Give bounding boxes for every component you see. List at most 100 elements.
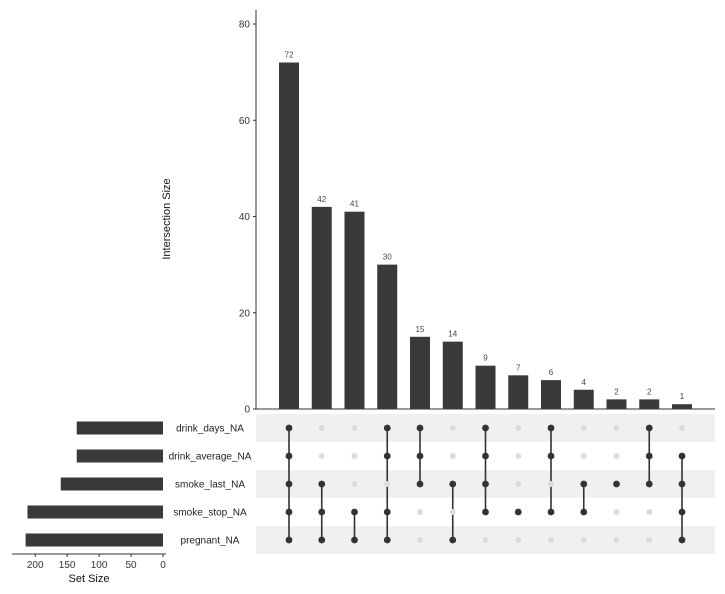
matrix-dot-inactive (449, 509, 456, 515)
matrix-dot-active (580, 480, 588, 488)
set-size-bars (25, 421, 163, 547)
matrix-dot-inactive (515, 453, 522, 459)
set-size-tick-label: 50 (125, 560, 137, 571)
set-labels: drink_days_NA drink_average_NA smoke_last_… (169, 424, 252, 547)
matrix-dot-inactive (449, 453, 456, 459)
matrix-dot-active (514, 508, 522, 516)
intersection-bar-label: 2 (647, 387, 652, 396)
intersection-bar-label: 72 (285, 51, 294, 60)
matrix-dot-active (285, 452, 293, 460)
matrix-dot-active (285, 480, 293, 488)
matrix-dot-active (285, 508, 293, 516)
intersection-bar (410, 336, 430, 409)
y-axis-title: Intersection Size (161, 178, 173, 259)
intersection-bar (475, 365, 496, 409)
intersection-bar (573, 389, 594, 409)
matrix-dot-inactive (318, 453, 325, 459)
matrix-dot-active (645, 480, 653, 488)
matrix-dot-inactive (613, 453, 620, 459)
set-size-bar (76, 449, 163, 463)
intersection-bar-label: 14 (448, 330, 457, 339)
set-size-bar (60, 477, 163, 491)
matrix-dot-active (613, 480, 620, 488)
set-label: drink_days_NA (176, 424, 244, 435)
matrix-dot-inactive (613, 537, 620, 543)
matrix-dot-active (482, 508, 489, 516)
matrix-dot-active (678, 452, 686, 460)
matrix-dot-active (645, 452, 653, 460)
intersection-bar (311, 206, 332, 409)
intersection-bar-label: 1 (680, 392, 685, 401)
matrix-dot-inactive (548, 537, 554, 543)
intersection-bar (672, 404, 692, 409)
matrix-dot-inactive (580, 453, 587, 459)
matrix-dot-active (416, 452, 424, 460)
matrix-dot-inactive (613, 509, 620, 515)
matrix-dot-active (482, 424, 489, 432)
matrix-dot-inactive (580, 537, 587, 543)
matrix-dot-inactive (384, 481, 391, 487)
matrix-dot-inactive (613, 425, 620, 431)
matrix-dot-active (449, 480, 457, 488)
set-size-tick-label: 0 (160, 560, 166, 571)
matrix-dot-inactive (646, 509, 653, 515)
intersection-bar (344, 211, 365, 409)
intersection-bar (442, 341, 463, 409)
set-size-tick-label: 200 (27, 560, 44, 571)
matrix-dot-inactive (679, 425, 685, 431)
set-size-axis: 200 150 100 50 0 (12, 553, 166, 571)
matrix-dot-inactive (318, 425, 325, 431)
matrix-dot-active (645, 424, 653, 432)
matrix-dot-inactive (417, 509, 423, 515)
intersection-bars (279, 62, 692, 409)
matrix-dot-inactive (580, 425, 587, 431)
intersection-bar-label: 42 (317, 195, 326, 204)
matrix-dot-active (318, 480, 326, 488)
matrix-dot-inactive (548, 481, 554, 487)
matrix-dot-active (449, 536, 457, 544)
set-size-bar (25, 533, 163, 547)
y-tick-label: 40 (239, 212, 251, 223)
y-tick-label: 80 (239, 20, 251, 31)
matrix-dot-active (318, 536, 326, 544)
intersection-bar (541, 380, 561, 409)
intersection-bar (279, 62, 299, 409)
matrix-dot-active (383, 424, 391, 432)
y-tick-label: 60 (239, 116, 251, 127)
matrix-dot-active (482, 452, 489, 460)
matrix-dot-inactive (417, 537, 423, 543)
intersection-bar (508, 375, 529, 409)
matrix-dot-active (416, 480, 424, 488)
intersection-bar (639, 399, 660, 409)
intersection-matrix (285, 424, 686, 544)
set-label: pregnant_NA (181, 536, 240, 547)
intersection-bar-label: 41 (350, 200, 359, 209)
intersection-bar-label: 30 (383, 253, 392, 262)
set-size-axis-title: Set Size (69, 573, 110, 585)
set-label: drink_average_NA (169, 452, 252, 463)
matrix-dot-active (547, 424, 555, 432)
matrix-dot-inactive (482, 537, 489, 543)
matrix-dot-active (482, 480, 489, 488)
set-label: smoke_stop_NA (173, 508, 247, 519)
intersection-bar (377, 264, 398, 409)
intersection-bar-label: 9 (483, 354, 488, 363)
set-size-bar (76, 421, 163, 435)
matrix-dot-inactive (515, 481, 522, 487)
matrix-dot-active (351, 508, 358, 516)
matrix-dot-active (351, 536, 358, 544)
matrix-dot-active (678, 508, 686, 516)
matrix-dot-active (285, 424, 293, 432)
intersection-bar-label: 15 (416, 325, 425, 334)
matrix-dot-active (416, 424, 424, 432)
y-tick-label: 20 (239, 308, 251, 319)
matrix-dot-inactive (515, 425, 522, 431)
intersection-bar-label: 6 (549, 368, 554, 377)
matrix-dot-inactive (646, 537, 653, 543)
set-label: smoke_last_NA (175, 480, 245, 491)
matrix-dot-inactive (351, 481, 358, 487)
matrix-dot-inactive (351, 453, 358, 459)
matrix-dot-active (383, 452, 391, 460)
matrix-dot-active (318, 508, 326, 516)
intersection-bar-label: 7 (516, 363, 521, 372)
